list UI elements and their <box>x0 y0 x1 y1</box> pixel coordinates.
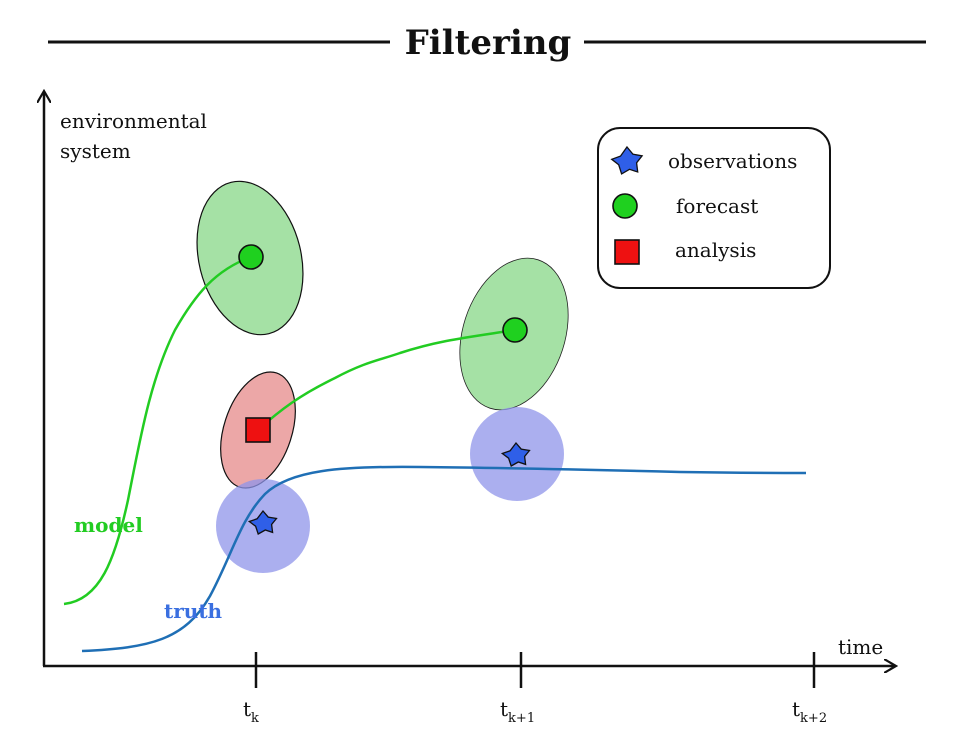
legend: observations forecast analysis <box>597 127 831 289</box>
tick-label-tk: tk <box>243 697 259 726</box>
diagram-title: Filtering <box>405 23 572 63</box>
truth-curve <box>81 465 807 653</box>
legend-forecast-icon <box>612 193 638 219</box>
y-axis-label-line1: environmental <box>60 109 207 133</box>
legend-observation-icon <box>610 145 644 175</box>
legend-analysis-label: analysis <box>675 238 756 262</box>
forecast-marker-tk <box>238 244 264 270</box>
legend-box <box>597 127 831 289</box>
tick-label-tk2: tk+2 <box>792 697 827 726</box>
model-label: model <box>74 513 143 537</box>
forecast-marker-tk1 <box>502 317 528 343</box>
legend-observations-label: observations <box>668 149 797 173</box>
tick-label-tk1: tk+1 <box>500 697 535 726</box>
truth-label: truth <box>164 599 223 623</box>
analysis-marker-tk <box>245 417 271 443</box>
x-axis-label: time <box>838 635 883 659</box>
y-axis-label-line2: system <box>60 139 131 163</box>
legend-forecast-label: forecast <box>676 194 758 218</box>
observation-marker-tk <box>247 509 278 535</box>
legend-analysis-icon <box>614 239 640 265</box>
observation-marker-tk1 <box>500 441 531 467</box>
model-curve-initial <box>63 255 252 606</box>
model-curve-forecast <box>257 328 516 431</box>
